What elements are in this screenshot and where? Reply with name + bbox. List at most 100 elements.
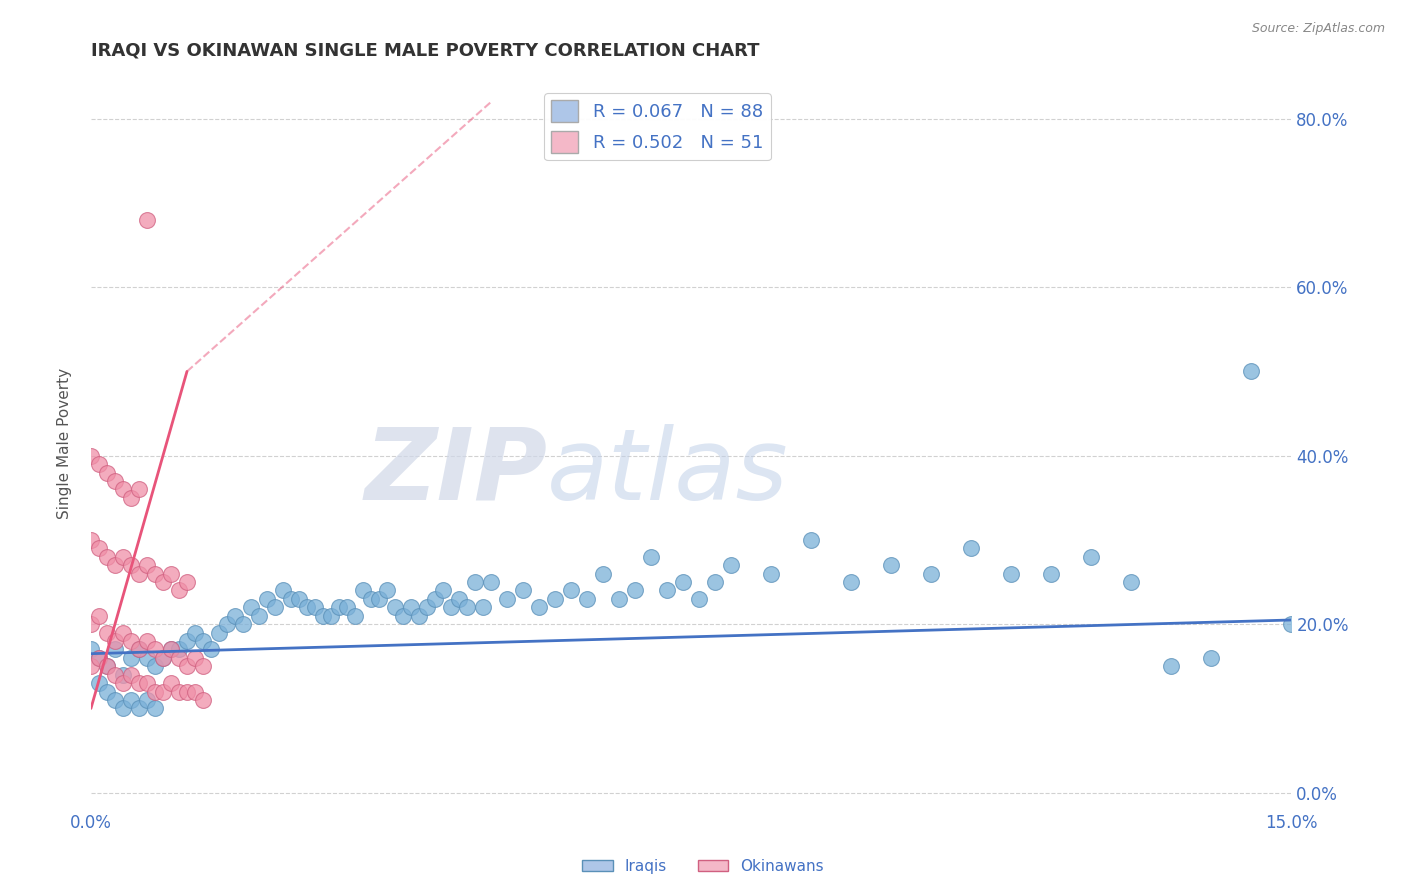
Point [167, 684, 190, 698]
Point [104, 474, 127, 488]
Point [960, 541, 983, 556]
Point [80, 617, 103, 632]
Point [96, 659, 118, 673]
Point [120, 667, 142, 681]
Point [96, 659, 118, 673]
Point [240, 600, 263, 615]
Point [208, 625, 231, 640]
Point [104, 558, 127, 573]
Point [304, 600, 326, 615]
Point [1121, 575, 1143, 590]
Point [184, 651, 207, 665]
Point [87, 676, 110, 690]
Point [104, 634, 127, 648]
Point [295, 600, 318, 615]
Point [120, 558, 142, 573]
Point [920, 566, 942, 581]
Point [152, 684, 174, 698]
Point [128, 701, 150, 715]
Point [1000, 566, 1022, 581]
Point [152, 575, 174, 590]
Point [456, 600, 478, 615]
Point [328, 600, 350, 615]
Point [87, 651, 110, 665]
Point [143, 566, 166, 581]
Point [607, 591, 630, 606]
Point [96, 625, 118, 640]
Point [167, 651, 190, 665]
Point [247, 608, 270, 623]
Legend: Iraqis, Okinawans: Iraqis, Okinawans [576, 853, 830, 880]
Point [449, 591, 471, 606]
Legend: R = 0.067   N = 88, R = 0.502   N = 51: R = 0.067 N = 88, R = 0.502 N = 51 [544, 93, 770, 161]
Point [657, 583, 679, 598]
Point [464, 575, 486, 590]
Point [87, 651, 110, 665]
Point [200, 642, 222, 657]
Point [319, 608, 342, 623]
Point [384, 600, 406, 615]
Point [704, 575, 727, 590]
Point [288, 591, 311, 606]
Point [96, 684, 118, 698]
Point [160, 676, 183, 690]
Point [111, 701, 134, 715]
Point [120, 634, 142, 648]
Point [191, 659, 214, 673]
Point [111, 625, 134, 640]
Point [336, 600, 359, 615]
Point [576, 591, 599, 606]
Text: Source: ZipAtlas.com: Source: ZipAtlas.com [1251, 22, 1385, 36]
Point [128, 676, 150, 690]
Point [80, 449, 103, 463]
Point [496, 591, 519, 606]
Point [143, 642, 166, 657]
Point [368, 591, 391, 606]
Point [1040, 566, 1063, 581]
Point [184, 625, 207, 640]
Point [136, 693, 159, 707]
Point [160, 566, 183, 581]
Point [839, 575, 862, 590]
Point [160, 642, 183, 657]
Point [271, 583, 294, 598]
Point [640, 549, 662, 564]
Point [1080, 549, 1102, 564]
Point [440, 600, 463, 615]
Point [104, 693, 127, 707]
Point [423, 591, 446, 606]
Point [80, 533, 103, 547]
Point [1201, 651, 1223, 665]
Point [560, 583, 582, 598]
Point [143, 684, 166, 698]
Point [512, 583, 534, 598]
Point [136, 676, 159, 690]
Point [128, 642, 150, 657]
Point [1281, 617, 1303, 632]
Point [408, 608, 430, 623]
Point [191, 634, 214, 648]
Point [111, 676, 134, 690]
Text: ZIP: ZIP [364, 424, 547, 521]
Text: atlas: atlas [547, 424, 789, 521]
Point [176, 634, 198, 648]
Point [592, 566, 614, 581]
Point [152, 651, 174, 665]
Point [120, 693, 142, 707]
Point [167, 583, 190, 598]
Point [176, 659, 198, 673]
Point [375, 583, 398, 598]
Point [527, 600, 550, 615]
Point [479, 575, 502, 590]
Point [128, 642, 150, 657]
Point [399, 600, 422, 615]
Point [176, 684, 198, 698]
Point [232, 617, 254, 632]
Point [472, 600, 495, 615]
Point [256, 591, 278, 606]
Point [120, 651, 142, 665]
Point [104, 642, 127, 657]
Point [160, 642, 183, 657]
Point [224, 608, 246, 623]
Point [1160, 659, 1182, 673]
